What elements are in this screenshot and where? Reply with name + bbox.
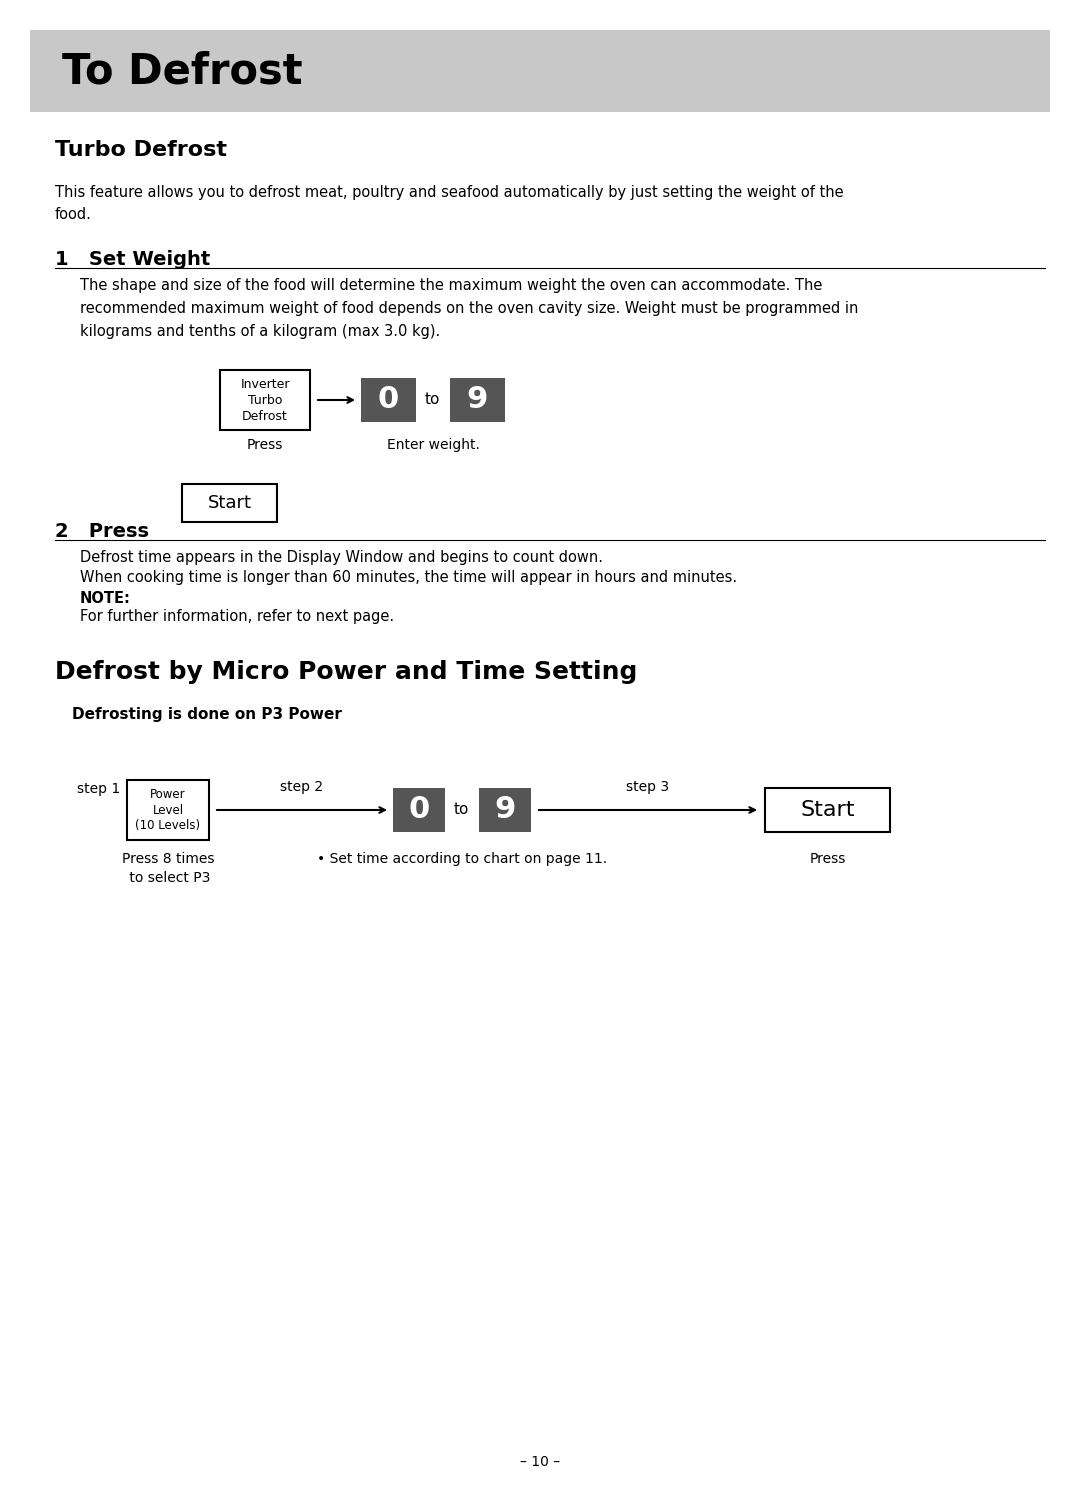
Text: to: to [424,392,440,407]
Text: Enter weight.: Enter weight. [387,438,480,452]
Text: – 10 –: – 10 – [519,1455,561,1469]
Text: The shape and size of the food will determine the maximum weight the oven can ac: The shape and size of the food will dete… [80,277,859,338]
Bar [450,379,505,422]
Text: Turbo Defrost: Turbo Defrost [55,140,227,160]
Text: Start: Start [207,494,252,511]
Bar [127,780,210,839]
Text: Defrosting is done on P3 Power: Defrosting is done on P3 Power [72,707,342,722]
Text: 9: 9 [495,796,515,825]
Text: When cooking time is longer than 60 minutes, the time will appear in hours and m: When cooking time is longer than 60 minu… [80,570,738,584]
Text: NOTE:: NOTE: [80,590,131,605]
Text: Press: Press [247,438,283,452]
Text: step 1: step 1 [77,781,120,796]
Text: 0: 0 [378,386,400,414]
Bar [183,485,276,522]
Text: 2   Press: 2 Press [55,522,149,541]
Bar [480,789,531,832]
Text: 1   Set Weight: 1 Set Weight [55,250,211,268]
Text: Press 8 times
 to select P3: Press 8 times to select P3 [122,851,214,886]
Text: step 2: step 2 [281,780,324,795]
Bar [361,379,416,422]
Bar [393,789,445,832]
Text: Defrost by Micro Power and Time Setting: Defrost by Micro Power and Time Setting [55,661,637,684]
Text: This feature allows you to defrost meat, poultry and seafood automatically by ju: This feature allows you to defrost meat,… [55,185,843,222]
Bar [765,789,890,832]
Text: Power
Level
(10 Levels): Power Level (10 Levels) [135,787,201,832]
Text: 9: 9 [467,386,488,414]
Text: to: to [454,802,469,817]
Text: 0: 0 [408,796,430,825]
Text: • Set time according to chart on page 11.: • Set time according to chart on page 11… [316,851,607,866]
Text: For further information, refer to next page.: For further information, refer to next p… [80,608,394,625]
Text: To Defrost: To Defrost [62,51,302,92]
Bar [30,30,1050,112]
Text: Inverter
Turbo
Defrost: Inverter Turbo Defrost [240,377,289,422]
Text: Start: Start [800,801,854,820]
Bar [220,370,310,429]
Text: Press: Press [809,851,846,866]
Text: Defrost time appears in the Display Window and begins to count down.: Defrost time appears in the Display Wind… [80,550,603,565]
Text: step 3: step 3 [626,780,670,795]
